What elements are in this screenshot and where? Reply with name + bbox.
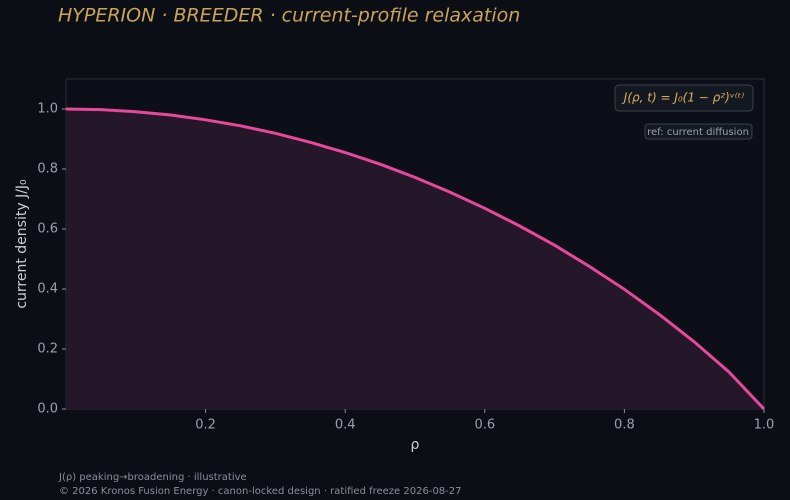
y-tick-label: 0.2 [37,342,58,357]
y-axis-label: current density J/J₀ [14,179,30,309]
line [65,107,766,411]
x-tick-label: 0.2 [195,418,216,433]
annotation-box [644,123,753,140]
footer-line: J(ρ) peaking→broadening · illustrative [58,472,247,483]
footer-line: © 2026 Kronos Fusion Energy · canon-lock… [59,486,462,497]
y-tick-label: 0.0 [37,402,58,417]
y-tick-label: 0.6 [37,222,58,237]
area-fill [66,109,764,409]
x-tick-label: 0.6 [474,418,495,433]
y-tick-label: 1.0 [37,102,58,117]
x-axis-label: ρ [411,437,420,453]
legend-entry: J(ρ, t) = J₀(1 − ρ²)ᵛ⁽ᵗ⁾ [622,91,744,105]
y-tick-label: 0.4 [37,282,58,297]
x-tick-label: 0.4 [335,418,356,433]
chart-title: HYPERION · BREEDER · current-profile rel… [58,5,520,27]
x-tick-label: 1.0 [754,418,775,433]
legend-box [614,84,754,112]
annotation: ref: current diffusion [647,127,749,138]
y-tick-label: 0.8 [37,162,58,177]
x-tick-label: 0.8 [614,418,635,433]
